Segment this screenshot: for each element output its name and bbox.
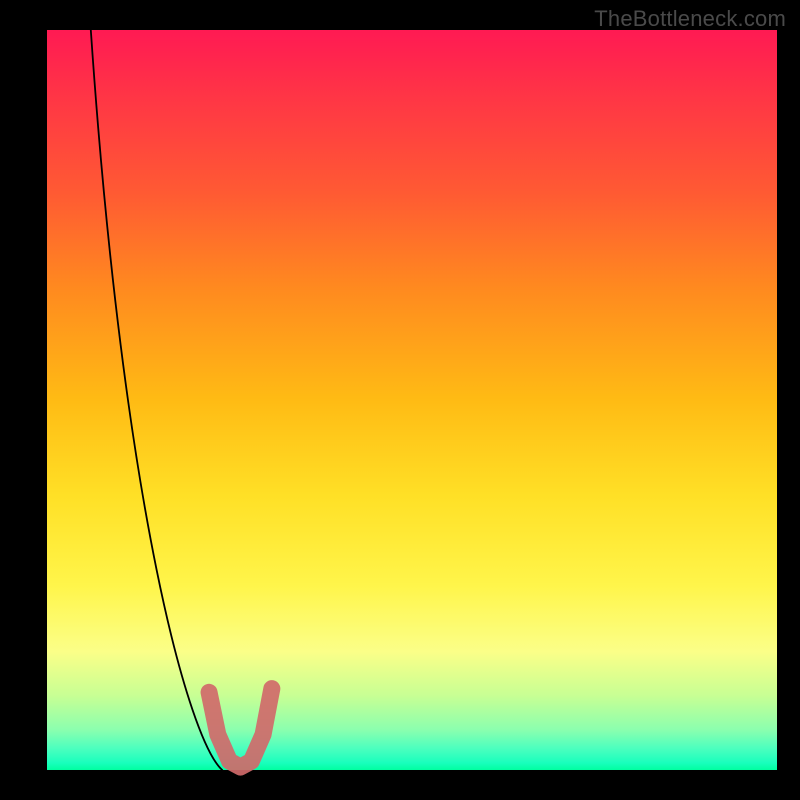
bottleneck-chart-svg — [0, 0, 800, 800]
plot-area-gradient — [47, 30, 777, 770]
chart-canvas: TheBottleneck.com — [0, 0, 800, 800]
attribution-label: TheBottleneck.com — [594, 6, 786, 32]
